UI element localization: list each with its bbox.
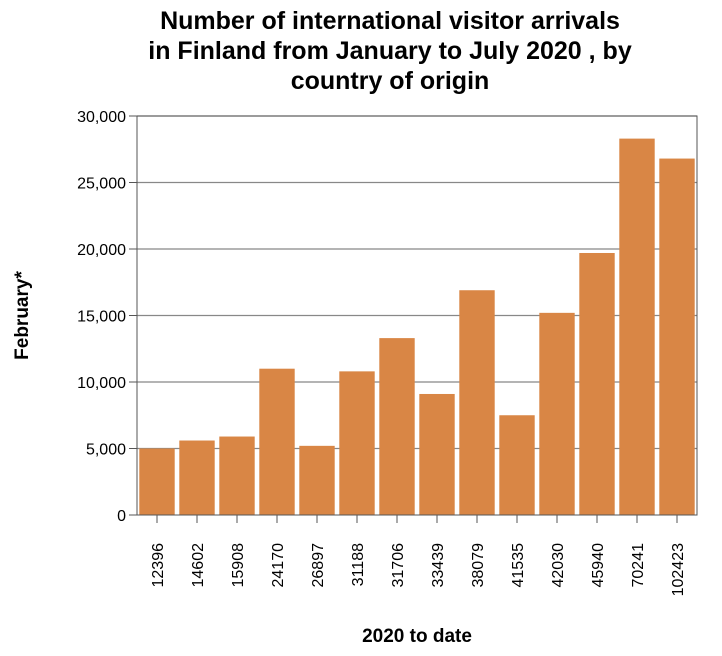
y-axis-label: February* xyxy=(12,271,33,360)
bar xyxy=(219,436,255,515)
chart-title-line-1: Number of international visitor arrivals xyxy=(160,7,620,35)
chart-title: Number of international visitor arrivals… xyxy=(60,6,720,96)
x-tick-label: 14602 xyxy=(190,543,207,588)
x-tick-label: 24170 xyxy=(270,543,287,588)
bar xyxy=(299,445,335,515)
bars xyxy=(139,138,695,516)
x-tick-label: 26897 xyxy=(310,543,327,588)
bar xyxy=(379,338,415,515)
bar xyxy=(459,290,495,515)
y-tick-label: 15,000 xyxy=(77,309,126,326)
bar xyxy=(179,440,215,515)
bar xyxy=(419,393,455,515)
x-tick-label: 31188 xyxy=(350,543,367,586)
x-tick-label: 41535 xyxy=(510,543,527,588)
x-tick-label: 42030 xyxy=(550,543,567,588)
y-tick-label: 25,000 xyxy=(77,176,126,193)
x-tick-label: 38079 xyxy=(470,543,487,588)
x-tick-label: 31706 xyxy=(390,543,407,588)
y-tick-label: 0 xyxy=(117,508,126,525)
x-axis-label: 2020 to date xyxy=(362,626,472,647)
chart-title-line-2: in Finland from January to July 2020 , b… xyxy=(148,37,632,65)
bar xyxy=(539,312,575,515)
y-axis: 0 5,000 10,000 15,000 20,000 25,000 30,000 xyxy=(77,109,137,525)
chart-title-line-3: country of origin xyxy=(290,67,490,95)
y-tick-label: 10,000 xyxy=(77,375,126,392)
x-tick-label: 33439 xyxy=(430,543,447,588)
bar xyxy=(579,252,615,516)
y-tick-label: 20,000 xyxy=(77,242,126,259)
bar xyxy=(139,448,175,515)
bar xyxy=(339,371,375,515)
y-tick-label: 5,000 xyxy=(86,442,126,459)
bar xyxy=(659,158,695,515)
x-tick-label: 102423 xyxy=(670,543,687,596)
x-axis: 12396 14602 15908 24170 26897 31188 31706 33439… xyxy=(150,515,687,596)
x-tick-label: 70241 xyxy=(630,543,647,588)
bar xyxy=(259,368,295,515)
y-tick-label: 30,000 xyxy=(77,109,126,126)
x-tick-label: 12396 xyxy=(150,543,167,588)
x-tick-label: 15908 xyxy=(230,543,247,588)
bar xyxy=(619,138,655,516)
bar xyxy=(499,415,535,515)
x-tick-label: 45940 xyxy=(590,543,607,588)
